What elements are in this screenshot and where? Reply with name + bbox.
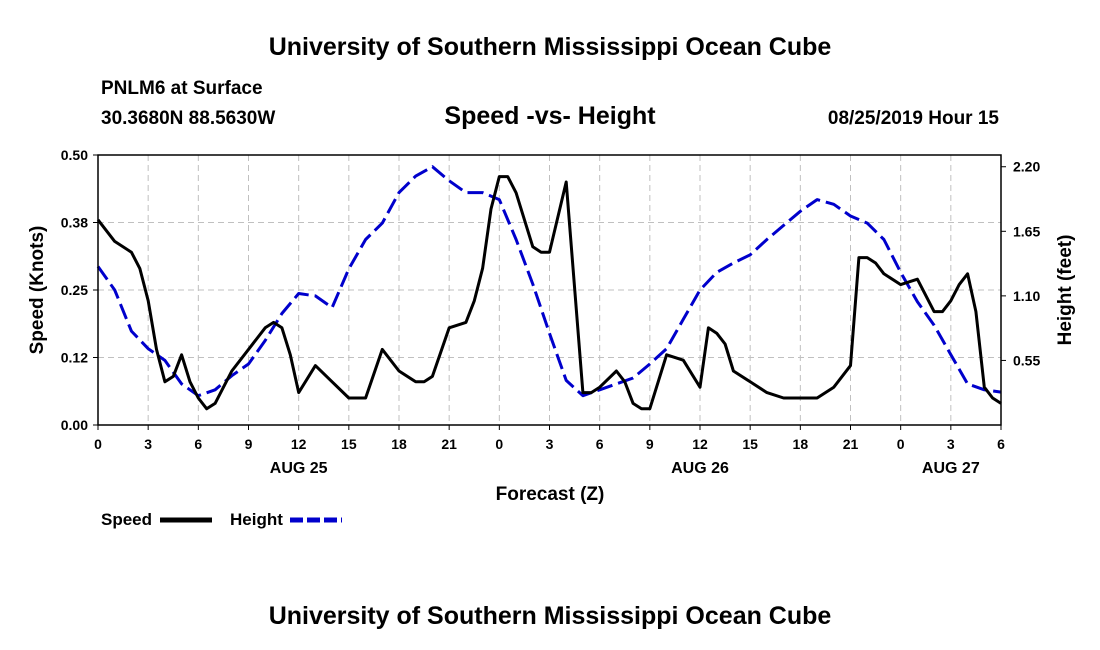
x-tick-label: 9 xyxy=(646,436,654,452)
y-tick-label: 0.50 xyxy=(61,147,88,163)
y2-axis-label: Height (feet) xyxy=(1055,235,1076,346)
y-tick-label: 0.00 xyxy=(61,417,88,433)
y2-tick-label: 0.55 xyxy=(1013,352,1040,368)
title-bottom: University of Southern Mississippi Ocean… xyxy=(269,602,832,630)
y2-tick-label: 2.20 xyxy=(1013,159,1040,175)
y2-tick-label: 1.65 xyxy=(1013,223,1040,239)
date-label: AUG 27 xyxy=(922,460,980,477)
x-tick-label: 21 xyxy=(843,436,859,452)
date-label: AUG 25 xyxy=(270,460,328,477)
x-tick-label: 15 xyxy=(742,436,758,452)
y2-tick-label: 1.10 xyxy=(1013,288,1040,304)
x-tick-label: 0 xyxy=(897,436,905,452)
x-tick-label: 12 xyxy=(692,436,708,452)
coordinates-label: 30.3680N 88.5630W xyxy=(101,108,275,129)
date-label: AUG 26 xyxy=(671,460,729,477)
x-tick-label: 3 xyxy=(546,436,554,452)
speed-series-line xyxy=(96,175,1002,411)
x-tick-label: 18 xyxy=(793,436,809,452)
station-label: PNLM6 at Surface xyxy=(101,78,263,99)
x-tick-label: 6 xyxy=(596,436,604,452)
x-axis-label: Forecast (Z) xyxy=(496,484,605,505)
legend: Speed Height xyxy=(101,510,342,529)
x-tick-label: 21 xyxy=(441,436,457,452)
x-tick-label: 15 xyxy=(341,436,357,452)
x-tick-label: 12 xyxy=(291,436,307,452)
x-tick-label: 6 xyxy=(997,436,1005,452)
y-tick-label: 0.12 xyxy=(61,350,88,366)
series-layer xyxy=(96,165,1002,411)
y-tick-label: 0.38 xyxy=(61,215,88,231)
x-tick-label: 0 xyxy=(94,436,102,452)
axes: 0 3 6 9 12 15 18 21 0 3 6 9 12 15 18 21 0 3 6 AUG 25 AUG 26 A… xyxy=(61,147,1041,477)
legend-height-label: Height xyxy=(230,510,283,529)
x-tick-label: 18 xyxy=(391,436,407,452)
title-top: University of Southern Mississippi Ocean… xyxy=(269,33,832,61)
x-tick-label: 3 xyxy=(144,436,152,452)
y-axis-label: Speed (Knots) xyxy=(27,226,48,355)
x-tick-label: 0 xyxy=(495,436,503,452)
y-tick-label: 0.25 xyxy=(61,282,88,298)
height-series-line xyxy=(96,165,1002,398)
datetime-label: 08/25/2019 Hour 15 xyxy=(828,108,1000,129)
grid-lines xyxy=(98,155,1001,425)
x-tick-label: 3 xyxy=(947,436,955,452)
legend-speed-label: Speed xyxy=(101,510,152,529)
x-tick-label: 6 xyxy=(194,436,202,452)
x-tick-label: 9 xyxy=(245,436,253,452)
chart-title: Speed -vs- Height xyxy=(444,102,656,130)
